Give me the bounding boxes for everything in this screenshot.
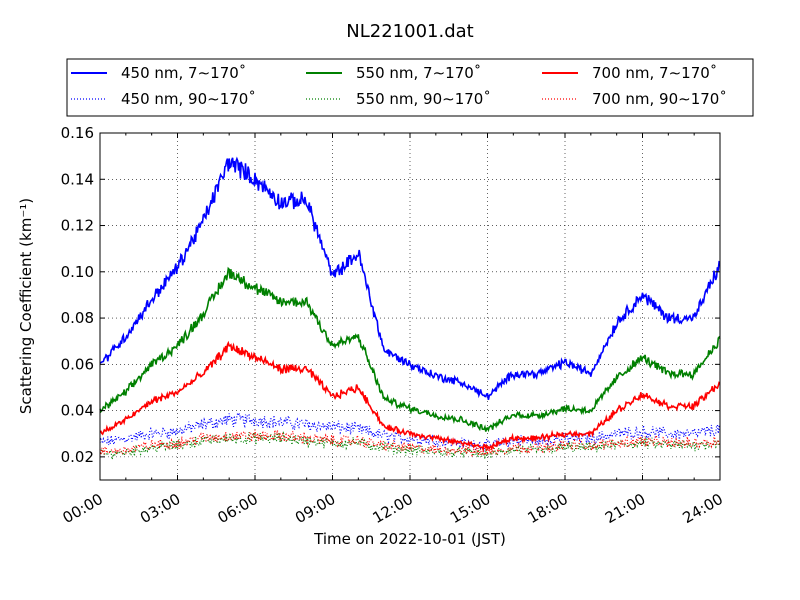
x-tick-label: 06:00 <box>215 490 261 527</box>
y-tick-label: 0.02 <box>61 448 94 466</box>
y-tick-label: 0.04 <box>61 402 94 420</box>
series-line-2 <box>99 340 721 453</box>
x-tick-label: 09:00 <box>292 490 338 527</box>
y-axis-label: Scattering Coefficient (km⁻¹) <box>17 198 35 414</box>
x-tick-label: 21:00 <box>602 490 648 527</box>
legend-label: 450 nm, 7∼170˚ <box>121 64 246 82</box>
y-tick-label: 0.10 <box>61 263 94 281</box>
legend: 450 nm, 7∼170˚ 550 nm, 7∼170˚ 700 nm, 7∼17… <box>66 58 754 117</box>
axes: 00:00 03:00 06:00 09:00 12:00 15:00 18:00 21:00… <box>60 124 726 527</box>
x-tick-label: 15:00 <box>447 490 493 527</box>
x-tick-label: 18:00 <box>525 490 571 527</box>
y-tick-label: 0.14 <box>61 170 94 188</box>
y-tick-label: 0.16 <box>61 124 94 142</box>
chart-title: NL221001.dat <box>346 21 473 42</box>
x-tick-label: 00:00 <box>60 490 106 527</box>
y-tick-label: 0.06 <box>61 355 94 373</box>
series-line-1 <box>99 266 721 433</box>
y-tick-label: 0.08 <box>61 309 94 327</box>
legend-label: 700 nm, 90∼170˚ <box>592 90 727 108</box>
x-tick-label: 03:00 <box>137 490 183 527</box>
y-tick-label: 0.12 <box>61 217 94 235</box>
series-layer <box>99 156 721 460</box>
legend-label: 550 nm, 7∼170˚ <box>356 64 481 82</box>
x-tick-label: 12:00 <box>370 490 416 527</box>
legend-label: 550 nm, 90∼170˚ <box>356 90 491 108</box>
legend-frame <box>66 58 754 117</box>
legend-label: 450 nm, 90∼170˚ <box>121 90 256 108</box>
series-line-3 <box>99 410 721 452</box>
series-line-5 <box>99 429 720 458</box>
x-tick-label: 24:00 <box>680 490 726 527</box>
series-line-0 <box>99 156 721 400</box>
x-axis-label: Time on 2022-10-01 (JST) <box>313 530 506 548</box>
legend-label: 700 nm, 7∼170˚ <box>592 64 717 82</box>
